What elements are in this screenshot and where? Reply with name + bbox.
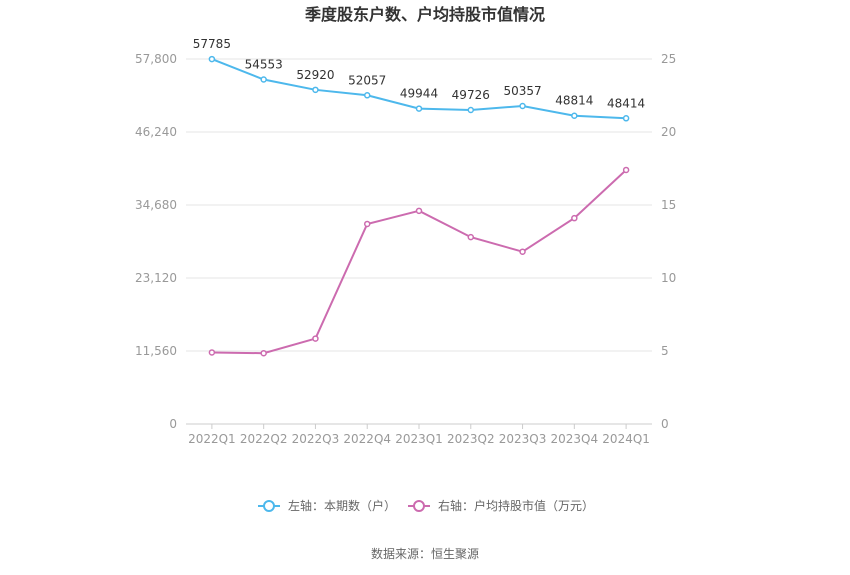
data-point xyxy=(622,115,630,122)
data-point xyxy=(363,92,371,99)
legend-label: 左轴：本期数（户） xyxy=(288,498,396,513)
data-point xyxy=(208,55,216,63)
left-tick-label: 0 xyxy=(169,417,177,431)
data-point xyxy=(208,349,216,356)
data-point xyxy=(467,106,475,114)
right-tick-label: 10 xyxy=(661,271,676,285)
x-tick-label: 2023Q2 xyxy=(447,432,495,446)
right-tick-label: 5 xyxy=(661,344,669,358)
left-axis-ticks: 0 11,560 23,120 34,680 46,240 57,800 xyxy=(135,52,177,431)
data-point xyxy=(571,214,578,222)
left-tick-label: 46,240 xyxy=(135,125,177,139)
legend-label: 右轴：户均持股市值（万元） xyxy=(438,498,594,513)
data-point xyxy=(260,76,267,83)
data-label: 52920 xyxy=(296,68,334,82)
data-label: 54553 xyxy=(245,58,283,72)
x-tick-label: 2023Q1 xyxy=(395,432,443,446)
data-point xyxy=(312,86,319,94)
legend-marker-icon xyxy=(263,500,275,512)
left-tick-label: 11,560 xyxy=(135,344,177,358)
data-label: 52057 xyxy=(348,73,386,87)
data-label: 49944 xyxy=(400,87,438,101)
data-point xyxy=(260,349,267,357)
x-axis-ticks: 2022Q1 2022Q2 2022Q3 2022Q4 2023Q1 2023Q2 2023… xyxy=(188,424,650,446)
legend-marker-icon xyxy=(413,500,425,512)
data-point xyxy=(363,220,371,228)
data-label: 57785 xyxy=(193,37,231,51)
x-tick-label: 2023Q3 xyxy=(499,432,547,446)
data-label: 48414 xyxy=(607,96,645,110)
x-tick-label: 2022Q3 xyxy=(292,432,340,446)
x-tick-label: 2022Q2 xyxy=(240,432,288,446)
series-line-1 xyxy=(211,169,627,355)
data-point xyxy=(312,335,319,342)
right-tick-label: 20 xyxy=(661,125,676,139)
data-point xyxy=(415,105,423,112)
data-label: 50357 xyxy=(503,84,541,98)
right-tick-label: 0 xyxy=(661,417,669,431)
data-point xyxy=(519,248,526,255)
data-source: 数据来源：恒生聚源 xyxy=(371,546,479,561)
x-tick-label: 2022Q1 xyxy=(188,432,236,446)
data-label: 48814 xyxy=(555,94,593,108)
data-point xyxy=(519,102,526,110)
data-label: 49726 xyxy=(452,88,490,102)
right-axis-ticks: 0 5 10 15 20 25 xyxy=(661,52,676,431)
grid-lines xyxy=(186,58,652,425)
right-tick-label: 15 xyxy=(661,198,676,212)
left-tick-label: 57,800 xyxy=(135,52,177,66)
left-tick-label: 23,120 xyxy=(135,271,177,285)
x-tick-label: 2023Q4 xyxy=(551,432,599,446)
left-tick-label: 34,680 xyxy=(135,198,177,212)
data-point xyxy=(622,166,630,174)
data-point xyxy=(467,233,475,241)
right-tick-label: 25 xyxy=(661,52,676,66)
x-tick-label: 2022Q4 xyxy=(343,432,391,446)
chart-title: 季度股东户数、户均持股市值情况 xyxy=(304,5,545,24)
data-point xyxy=(571,112,578,119)
x-tick-label: 2024Q1 xyxy=(602,432,650,446)
data-point xyxy=(415,207,423,215)
series-layer: 57785 54553 52920 52057 49944 49726 50357 48814… xyxy=(193,37,645,357)
legend: 左轴：本期数（户） 右轴：户均持股市值（万元） xyxy=(258,498,594,513)
